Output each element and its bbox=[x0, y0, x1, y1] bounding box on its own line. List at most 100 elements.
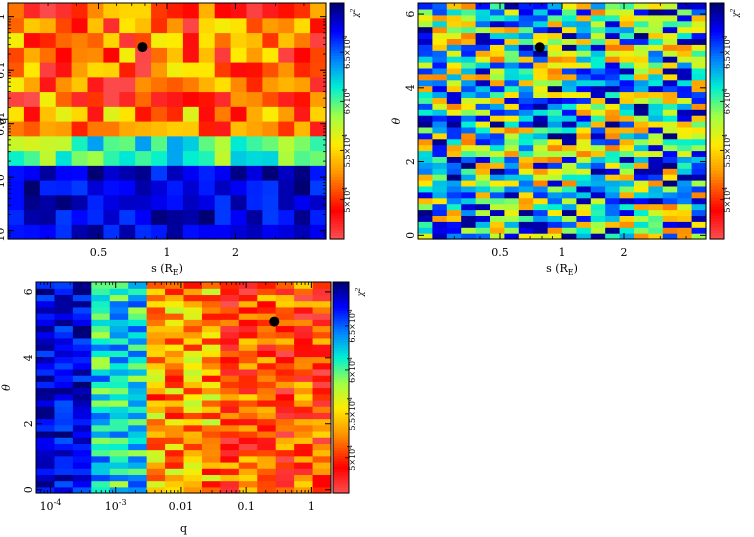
heatmap-cell bbox=[677, 79, 693, 87]
heatmap-cell bbox=[275, 356, 295, 364]
heatmap-cell bbox=[590, 174, 606, 181]
heatmap-cell bbox=[432, 14, 448, 22]
heatmap-cell bbox=[312, 486, 332, 494]
heatmap-cell bbox=[590, 26, 606, 34]
heatmap-cell bbox=[183, 288, 203, 296]
heatmap-cell bbox=[183, 350, 203, 358]
heatmap-cell bbox=[619, 97, 635, 104]
y-axis-label: θ bbox=[390, 117, 403, 124]
heatmap-cell bbox=[634, 162, 649, 169]
heatmap-cell bbox=[91, 306, 111, 314]
heatmap-cell bbox=[87, 76, 104, 93]
colorbar-segment bbox=[333, 366, 349, 370]
heatmap-cell bbox=[214, 17, 232, 34]
heatmap-cell bbox=[634, 97, 649, 104]
heatmap-cell bbox=[662, 180, 678, 187]
heatmap-cell bbox=[562, 32, 577, 39]
colorbar-segment bbox=[333, 403, 349, 407]
heatmap-cell bbox=[165, 325, 185, 333]
heatmap-cell bbox=[518, 97, 534, 104]
heatmap-cell bbox=[677, 73, 693, 81]
heatmap-cell bbox=[198, 91, 216, 107]
heatmap-cell bbox=[432, 126, 448, 134]
heatmap-cell bbox=[634, 67, 649, 75]
heatmap-cell bbox=[605, 121, 621, 128]
heatmap-cell bbox=[446, 44, 462, 51]
heatmap-cell bbox=[220, 288, 240, 296]
heatmap-cell bbox=[146, 300, 166, 308]
heatmap-cell bbox=[475, 97, 491, 104]
heatmap-cell bbox=[504, 20, 520, 28]
heatmap-cell bbox=[87, 224, 104, 240]
heatmap-cell bbox=[294, 209, 311, 225]
heatmap-cell bbox=[533, 62, 549, 69]
heatmap-cell bbox=[634, 44, 649, 51]
heatmap-cell bbox=[72, 399, 92, 407]
heatmap-cell bbox=[183, 337, 203, 345]
heatmap-cell bbox=[294, 306, 314, 314]
heatmap-cell bbox=[230, 106, 248, 122]
heatmap-cell bbox=[183, 461, 203, 469]
heatmap-cell bbox=[518, 103, 534, 110]
colorbar-segment bbox=[330, 180, 344, 184]
heatmap-cell bbox=[648, 50, 664, 57]
heatmap-cell bbox=[634, 115, 649, 122]
colorbar-segment bbox=[330, 118, 344, 122]
heatmap-cell bbox=[576, 56, 592, 63]
heatmap-cell bbox=[71, 194, 89, 211]
heatmap-cell bbox=[590, 162, 606, 169]
heatmap-cell bbox=[294, 313, 314, 320]
heatmap-cell bbox=[36, 443, 56, 451]
heatmap-cell bbox=[691, 73, 707, 81]
heatmap-cell bbox=[312, 406, 332, 413]
heatmap-cell bbox=[576, 8, 592, 16]
colorbar-segment bbox=[333, 416, 349, 420]
heatmap-cell bbox=[165, 474, 185, 482]
heatmap-cell bbox=[418, 67, 433, 75]
heatmap-cell bbox=[576, 50, 592, 57]
heatmap-cell bbox=[432, 138, 448, 146]
heatmap-cell bbox=[432, 227, 448, 234]
heatmap-cell bbox=[461, 150, 477, 157]
colorbar-segment bbox=[330, 109, 344, 113]
heatmap-cell bbox=[504, 162, 520, 169]
colorbar-tick-label: 5×104 bbox=[722, 187, 732, 213]
heatmap-cell bbox=[634, 185, 649, 193]
heatmap-cell bbox=[533, 56, 549, 63]
x-axis-label: s (RE) bbox=[151, 262, 183, 277]
heatmap-cell bbox=[294, 468, 314, 475]
heatmap-cell bbox=[135, 224, 152, 240]
heatmap-cell bbox=[418, 20, 433, 28]
heatmap-cell bbox=[294, 412, 314, 420]
heatmap-cell bbox=[119, 47, 136, 63]
heatmap-cell bbox=[446, 109, 462, 116]
heatmap-cell bbox=[214, 106, 232, 122]
heatmap-cell bbox=[55, 91, 73, 107]
colorbar-segment bbox=[330, 62, 344, 66]
heatmap-cell bbox=[198, 194, 216, 211]
colorbar-segment bbox=[330, 88, 344, 93]
heatmap-cell bbox=[71, 224, 89, 240]
heatmap-cell bbox=[461, 20, 477, 28]
heatmap-cell bbox=[39, 106, 57, 122]
heatmap-cell bbox=[246, 62, 263, 78]
heatmap-cell bbox=[246, 150, 263, 166]
heatmap-cell bbox=[128, 461, 148, 469]
heatmap-cell bbox=[246, 194, 263, 211]
heatmap-cell bbox=[294, 381, 314, 389]
heatmap-cell bbox=[576, 73, 592, 81]
heatmap-cell bbox=[677, 109, 693, 116]
heatmap-cell bbox=[619, 197, 635, 205]
heatmap-cell bbox=[198, 17, 216, 34]
colorbar-segment bbox=[330, 38, 344, 42]
colorbar-segment bbox=[333, 345, 349, 349]
heatmap-cell bbox=[662, 26, 678, 34]
heatmap-cell bbox=[590, 180, 606, 187]
heatmap-cell bbox=[72, 300, 92, 308]
heatmap-cell bbox=[590, 203, 606, 211]
heatmap-cell bbox=[8, 47, 25, 63]
colorbar-segment bbox=[710, 221, 724, 225]
heatmap-cell bbox=[165, 430, 185, 438]
colorbar-segment bbox=[710, 82, 724, 87]
y-tick-label: 6 bbox=[404, 11, 417, 18]
